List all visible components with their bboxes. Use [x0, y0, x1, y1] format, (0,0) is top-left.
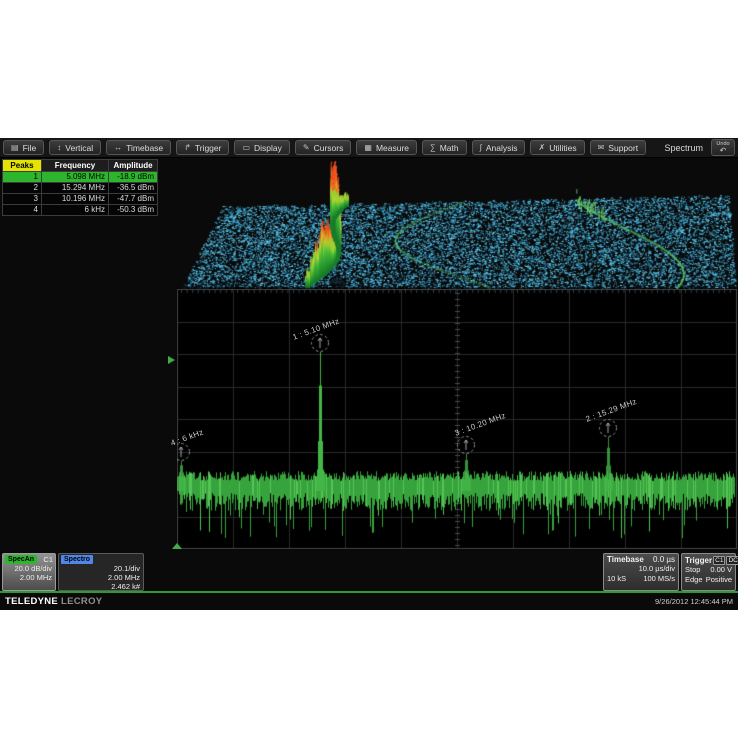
table-row[interactable]: 2 15.294 MHz -36.5 dBm	[2, 182, 158, 194]
menu-button-trigger[interactable]: ↱ Trigger	[176, 140, 230, 155]
peak-number: 2	[2, 182, 42, 194]
peak-number: 3	[2, 193, 42, 205]
trigger-coupling-badge: DC	[726, 556, 738, 565]
support-icon: ✉	[597, 142, 605, 152]
spectro-descriptor-box[interactable]: Spectro 20.1/div 2.00 MHz 2.462 k#	[58, 553, 144, 591]
cursors-icon: ✎	[302, 142, 310, 152]
timebase-title: Timebase	[607, 555, 644, 564]
frequency-header-cell: Frequency	[41, 159, 109, 172]
timebase-rate: 100 MS/s	[643, 573, 675, 583]
menu-label-measure: Measure	[375, 142, 410, 153]
amplitude-header-cell: Amplitude	[108, 159, 158, 172]
undo-label: Undo	[716, 140, 730, 147]
trigger-kind: Edge	[685, 574, 703, 584]
peak-frequency: 10.196 MHz	[41, 193, 109, 205]
peaks-table-header: Peaks Frequency Amplitude	[2, 159, 158, 172]
trigger-title: Trigger	[685, 555, 713, 565]
peak-frequency: 15.294 MHz	[41, 182, 109, 194]
menu-label-analysis: Analysis	[485, 142, 518, 153]
specan-badge: SpecAn	[5, 555, 38, 564]
menu-label-trigger: Trigger	[194, 142, 222, 153]
menu-label-support: Support	[608, 142, 639, 153]
timebase-summary-box[interactable]: Timebase 0.0 µs 10.0 µs/div 10 kS 100 MS…	[603, 553, 679, 591]
menu-button-math[interactable]: ∑ Math	[422, 140, 467, 155]
menu-label-timebase: Timebase	[126, 142, 164, 153]
menu-button-display[interactable]: ▭ Display	[234, 140, 290, 155]
peaks-table: Peaks Frequency Amplitude 1 5.098 MHz -1…	[2, 159, 158, 216]
peaks-header-cell: Peaks	[2, 159, 42, 172]
timebase-per-div: 10.0 µs/div	[638, 564, 675, 573]
peak-number: 4	[2, 204, 42, 216]
math-icon: ∑	[430, 142, 436, 152]
specan-descriptor-box[interactable]: SpecAn C1 20.0 dB/div 2.00 MHz	[2, 553, 56, 591]
trigger-summary-box[interactable]: Trigger C1 DC Stop 0.00 V Edge Positive	[681, 553, 738, 591]
spectrum-plot: 1 : 5.10 MHz 2 : 15.29 MHz 3 : 10.20 MHz…	[169, 289, 737, 549]
file-icon: ▤	[11, 142, 19, 152]
peak-frequency: 5.098 MHz	[41, 171, 109, 183]
menu-label-math: Math	[439, 142, 459, 153]
menu-right-group: Spectrum Undo ↶	[664, 139, 735, 156]
menu-label-vertical: Vertical	[65, 142, 94, 153]
utilities-icon: ✗	[538, 142, 546, 152]
peak-amplitude: -47.7 dBm	[108, 193, 158, 205]
table-row[interactable]: 4 6 kHz -50.3 dBm	[2, 204, 158, 216]
menu-label-utilities: Utilities	[549, 142, 577, 153]
display-icon: ▭	[242, 142, 251, 152]
table-row[interactable]: 3 10.196 MHz -47.7 dBm	[2, 193, 158, 205]
menu-label-file: File	[22, 142, 37, 153]
peak-number: 1	[2, 171, 42, 183]
spectro-count: 2.462 k#	[111, 582, 140, 591]
trigger-mode: Stop	[685, 565, 701, 574]
analysis-icon: ∫	[479, 142, 482, 152]
menu-button-cursors[interactable]: ✎ Cursors	[294, 140, 352, 155]
trigger-icon: ↱	[184, 142, 191, 152]
menu-button-file[interactable]: ▤ File	[3, 140, 45, 155]
menu-button-vertical[interactable]: ↕ Vertical	[49, 140, 102, 155]
green-separator	[0, 591, 738, 593]
menu-button-timebase[interactable]: ↔ Timebase	[106, 140, 172, 155]
peak-frequency: 6 kHz	[41, 204, 109, 216]
menu-bar: ▤ File ↕ Vertical ↔ Timebase ↱ Trigger ▭ Disp…	[0, 138, 738, 158]
undo-button[interactable]: Undo ↶	[711, 139, 735, 156]
trigger-source-badge: C1	[713, 556, 726, 565]
spectro-scale: 20.1/div	[113, 564, 140, 573]
undo-icon: ↶	[719, 145, 727, 155]
timebase-icon: ↔	[114, 142, 123, 152]
trigger-position-icon[interactable]	[172, 543, 182, 549]
peak-amplitude: -18.9 dBm	[108, 171, 158, 183]
trigger-badges: C1 DC	[712, 555, 738, 565]
vertical-icon: ↕	[57, 142, 62, 152]
brand-bar: TELEDYNE LECROY 9/26/2012 12:45:44 PM	[0, 593, 738, 610]
spectro-badge: Spectro	[61, 555, 94, 564]
spectrogram-canvas[interactable]	[180, 161, 738, 289]
oscilloscope-app: ▤ File ↕ Vertical ↔ Timebase ↱ Trigger ▭ Disp…	[0, 138, 738, 610]
trigger-slope: Positive	[705, 574, 732, 584]
menu-label-cursors: Cursors	[313, 142, 344, 153]
menu-button-utilities[interactable]: ✗ Utilities	[530, 140, 585, 155]
mode-label: Spectrum	[664, 142, 703, 153]
specan-channel: C1	[43, 555, 53, 564]
timestamp: 9/26/2012 12:45:44 PM	[655, 597, 733, 606]
peak-amplitude: -50.3 dBm	[108, 204, 158, 216]
spectrum-canvas[interactable]	[177, 289, 737, 549]
timebase-samples: 10 kS	[607, 573, 627, 583]
brand-logo: TELEDYNE LECROY	[5, 596, 103, 607]
trigger-level: 0.00 V	[710, 565, 732, 574]
menu-button-analysis[interactable]: ∫ Analysis	[471, 140, 526, 155]
specan-scale: 20.0 dB/div	[14, 564, 52, 573]
timebase-offset: 0.0 µs	[653, 555, 675, 564]
peak-amplitude: -36.5 dBm	[108, 182, 158, 194]
menu-label-display: Display	[254, 142, 282, 153]
measure-icon: ▦	[364, 142, 372, 152]
table-row[interactable]: 1 5.098 MHz -18.9 dBm	[2, 171, 158, 183]
level-indicator-icon[interactable]	[168, 356, 175, 364]
specan-span: 2.00 MHz	[19, 573, 52, 582]
menu-button-measure[interactable]: ▦ Measure	[356, 140, 418, 155]
spectro-span: 2.00 MHz	[107, 573, 140, 582]
menu-button-support[interactable]: ✉ Support	[589, 140, 647, 155]
